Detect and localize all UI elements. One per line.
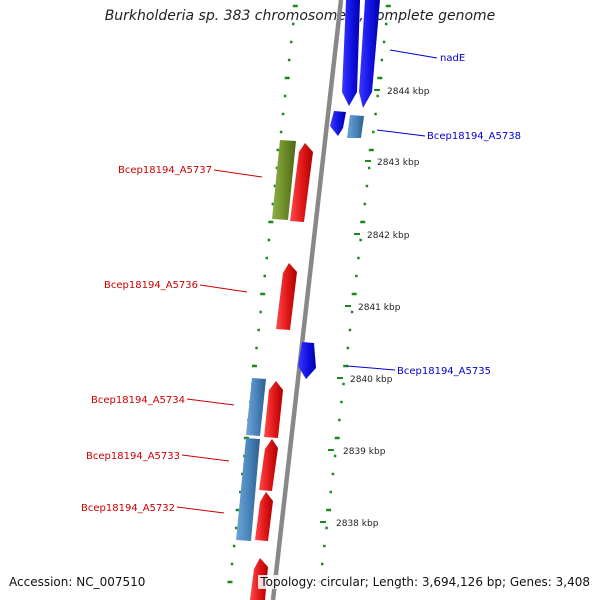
feature-bcep18194-a5732[interactable] xyxy=(255,492,273,541)
gene-label-bcep18194-a5732: Bcep18194_A5732 xyxy=(81,503,175,514)
feature-bcep18194-a5738-steel[interactable] xyxy=(347,115,364,138)
feature-nade-a[interactable] xyxy=(342,0,360,106)
callout-bcep18194-a5737[interactable]: Bcep18194_A5737 xyxy=(118,165,263,178)
gene-label-bcep18194-a5734: Bcep18194_A5734 xyxy=(91,395,185,406)
scale-label-2841: 2841 kbp xyxy=(358,303,401,313)
gene-label-bcep18194-a5736: Bcep18194_A5736 xyxy=(104,280,198,291)
feature-bcep18194-a5736[interactable] xyxy=(276,263,297,330)
callout-bcep18194-a5738[interactable]: Bcep18194_A5738 xyxy=(376,129,521,142)
feature-bcep18194-a5738-blue[interactable] xyxy=(330,111,346,136)
gene-label-bcep18194-a5735: Bcep18194_A5735 xyxy=(397,366,491,377)
gene-label-bcep18194-a5737: Bcep18194_A5737 xyxy=(118,165,212,176)
callout-bcep18194-a5736[interactable]: Bcep18194_A5736 xyxy=(104,280,248,293)
scale-tick-2844: 2844 kbp xyxy=(374,87,430,97)
callout-bcep18194-a5733[interactable]: Bcep18194_A5733 xyxy=(86,451,230,462)
backbone-line xyxy=(270,0,344,600)
scale-tick-2840: 2840 kbp xyxy=(337,375,393,385)
callout-bcep18194-a5732[interactable]: Bcep18194_A5732 xyxy=(81,503,225,514)
summary-text: Topology: circular; Length: 3,694,126 bp… xyxy=(258,575,592,589)
feature-bcep18194-a5737-olive[interactable] xyxy=(272,140,296,220)
map-title: Burkholderia sp. 383 chromosome 1, compl… xyxy=(104,8,496,24)
callout-bcep18194-a5735[interactable]: Bcep18194_A5735 xyxy=(346,365,491,377)
feature-bcep18194-a5734-steel[interactable] xyxy=(246,378,266,436)
feature-nade-b[interactable] xyxy=(359,0,380,108)
scale-tick-2841: 2841 kbp xyxy=(345,303,401,313)
scale-tick-2843: 2843 kbp xyxy=(365,158,420,168)
accession-text: Accession: NC_007510 xyxy=(9,575,146,589)
scale-tick-2838: 2838 kbp xyxy=(320,519,379,529)
scale-label-2844: 2844 kbp xyxy=(387,87,430,97)
scale-label-2840: 2840 kbp xyxy=(350,375,393,385)
gene-label-bcep18194-a5738: Bcep18194_A5738 xyxy=(427,131,521,142)
scale-tick-2842: 2842 kbp xyxy=(354,231,410,241)
feature-bcep18194-a5733-steel[interactable] xyxy=(236,438,260,541)
feature-bcep18194-a5735[interactable] xyxy=(298,342,316,379)
scale-label-2838: 2838 kbp xyxy=(336,519,379,529)
feature-bcep18194-a5737[interactable] xyxy=(290,143,313,222)
callout-bcep18194-a5734[interactable]: Bcep18194_A5734 xyxy=(91,395,235,406)
scale-label-2842: 2842 kbp xyxy=(367,231,410,241)
gene-label-bcep18194-a5733: Bcep18194_A5733 xyxy=(86,451,180,462)
feature-bcep18194-a5733[interactable] xyxy=(259,439,278,491)
scale-label-2843: 2843 kbp xyxy=(377,158,420,168)
scale-tick-2839: 2839 kbp xyxy=(328,447,386,457)
gene-label-nade: nadE xyxy=(440,53,465,64)
callout-nade[interactable]: nadE xyxy=(389,49,465,64)
scale-label-2839: 2839 kbp xyxy=(343,447,386,457)
feature-bcep18194-a5734[interactable] xyxy=(264,381,283,438)
